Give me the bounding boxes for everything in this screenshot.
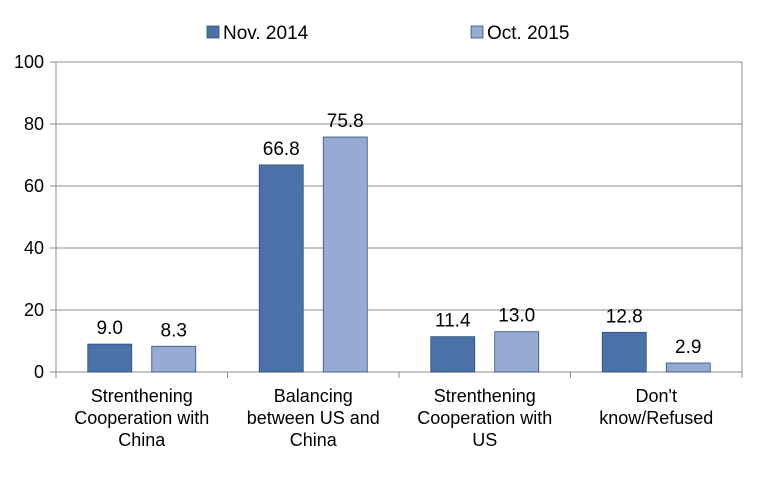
legend-swatch-2 bbox=[471, 26, 483, 38]
data-label: 66.8 bbox=[263, 139, 300, 160]
x-category-label: Don't know/Refused bbox=[599, 386, 713, 428]
x-category-label-line: Strenthening bbox=[434, 386, 536, 406]
x-category-label-line: Balancing bbox=[274, 386, 353, 406]
bar-series-2 bbox=[495, 332, 539, 372]
x-category-label: Strenthening Cooperation with US bbox=[417, 386, 552, 450]
data-label: 2.9 bbox=[675, 337, 701, 358]
x-category-label-line: China bbox=[118, 430, 166, 450]
bar-series-1 bbox=[259, 165, 303, 372]
x-category-label: Strenthening Cooperation with China bbox=[74, 386, 209, 450]
data-label: 75.8 bbox=[327, 111, 364, 132]
x-category-label-line: Don't bbox=[636, 386, 677, 406]
bar-series-1 bbox=[431, 337, 475, 372]
x-category-label-line: Strenthening bbox=[91, 386, 193, 406]
x-category-label-line: Cooperation with bbox=[74, 408, 209, 428]
x-category-label-line: US bbox=[472, 430, 497, 450]
bar-series-2 bbox=[323, 137, 367, 372]
legend-label-2: Oct. 2015 bbox=[487, 23, 569, 44]
y-tick-label: 0 bbox=[34, 362, 44, 382]
data-label: 12.8 bbox=[606, 306, 643, 327]
legend-swatch-1 bbox=[207, 26, 219, 38]
bar-series-2 bbox=[666, 363, 710, 372]
bar-series-2 bbox=[152, 346, 196, 372]
y-tick-label: 40 bbox=[24, 238, 44, 258]
y-tick-label: 60 bbox=[24, 176, 44, 196]
data-label: 8.3 bbox=[161, 320, 187, 341]
y-tick-label: 100 bbox=[14, 52, 44, 72]
x-category-label-line: know/Refused bbox=[599, 408, 713, 428]
data-label: 13.0 bbox=[498, 306, 535, 327]
x-category-label-line: between US and bbox=[247, 408, 380, 428]
bar-series-1 bbox=[88, 344, 132, 372]
data-label: 11.4 bbox=[435, 311, 471, 332]
bar-series-1 bbox=[602, 332, 646, 372]
x-category-label: Balancing between US and China bbox=[247, 386, 380, 450]
legend-label-1: Nov. 2014 bbox=[223, 23, 309, 44]
x-category-label-line: Cooperation with bbox=[417, 408, 552, 428]
y-tick-label: 20 bbox=[24, 300, 44, 320]
y-tick-label: 80 bbox=[24, 114, 44, 134]
data-label: 9.0 bbox=[97, 318, 123, 339]
x-category-label-line: China bbox=[290, 430, 338, 450]
